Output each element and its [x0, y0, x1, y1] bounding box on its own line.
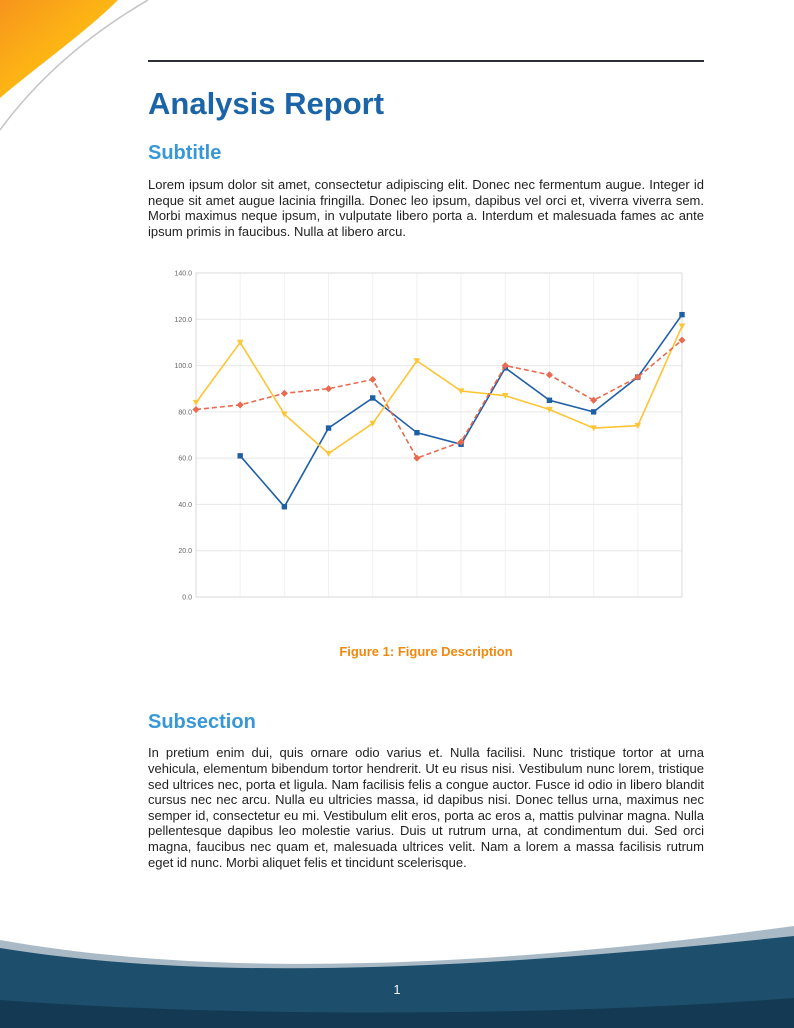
svg-text:140.0: 140.0	[174, 271, 192, 278]
section-heading-subsection: Subsection	[148, 711, 256, 734]
line-chart-svg: 0.0 20.0 40.0 60.0 80.0 100.0 120.0 140.0	[174, 271, 686, 602]
footer-dark-wave	[0, 998, 794, 1028]
page-number: 1	[393, 983, 401, 997]
footer-wave-graphic	[0, 926, 794, 1028]
corner-orange-shape	[0, 0, 118, 98]
figure-caption: Figure 1: Figure Description	[339, 644, 513, 660]
svg-text:60.0: 60.0	[178, 456, 192, 463]
section-heading-subtitle: Subtitle	[148, 142, 222, 164]
page-title: Analysis Report	[148, 86, 385, 121]
svg-text:120.0: 120.0	[174, 317, 192, 324]
svg-text:20.0: 20.0	[178, 549, 192, 556]
footer-navy-wave	[0, 936, 794, 1028]
svg-text:0.0: 0.0	[182, 595, 192, 602]
subsection-block: Subsection In pretium enim dui, quis orn…	[148, 711, 704, 870]
figure: 0.0 20.0 40.0 60.0 80.0 100.0 120.0 140.0 Figur…	[148, 263, 704, 659]
corner-gray-arc	[0, 0, 149, 131]
paragraph-subsection: In pretium enim dui, quis ornare odio va…	[148, 745, 704, 870]
svg-text:80.0: 80.0	[178, 410, 192, 417]
paragraph-intro: Lorem ipsum dolor sit amet, consectetur …	[148, 177, 704, 239]
corner-swoosh-graphic	[0, 0, 149, 131]
page-content: Analysis Report Subtitle Lorem ipsum dol…	[148, 60, 704, 870]
svg-text:40.0: 40.0	[178, 502, 192, 509]
page-footer: 1	[0, 916, 794, 1028]
svg-text:100.0: 100.0	[174, 363, 192, 370]
top-rule	[148, 60, 704, 62]
